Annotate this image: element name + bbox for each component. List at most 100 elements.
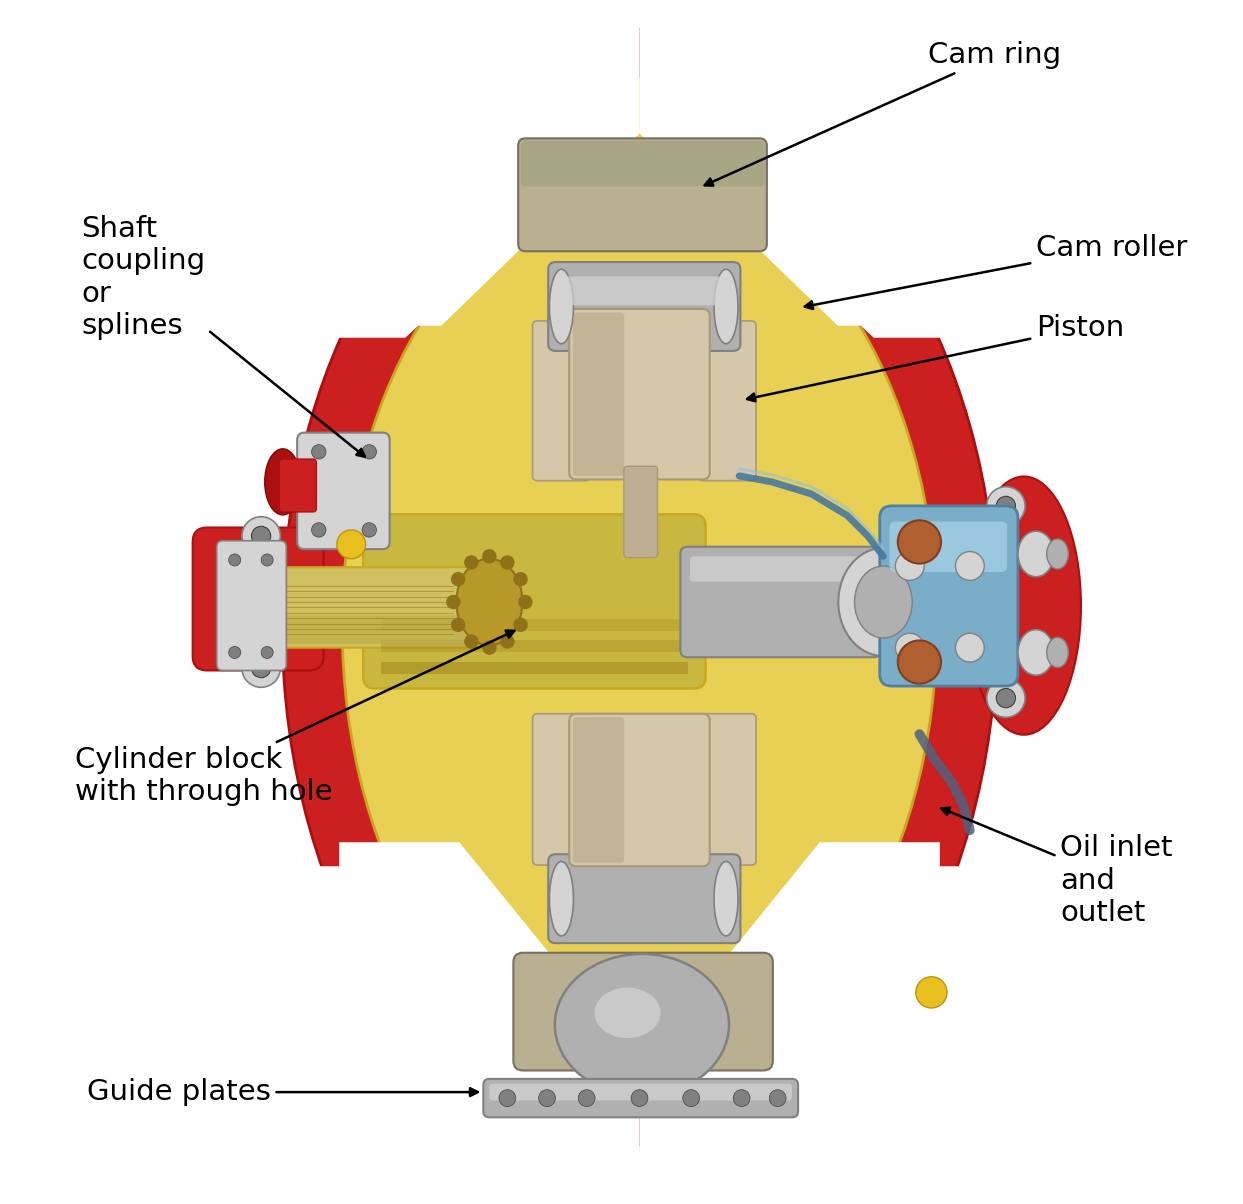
Circle shape (362, 523, 377, 537)
Polygon shape (321, 1, 639, 326)
Bar (382, 619, 687, 631)
Ellipse shape (967, 477, 1081, 734)
Circle shape (521, 144, 559, 183)
FancyBboxPatch shape (624, 466, 658, 557)
Circle shape (312, 444, 326, 459)
Polygon shape (285, 1, 639, 338)
FancyBboxPatch shape (501, 43, 783, 170)
FancyBboxPatch shape (680, 547, 881, 657)
Circle shape (498, 1090, 516, 1106)
FancyBboxPatch shape (548, 855, 741, 943)
FancyBboxPatch shape (518, 138, 767, 252)
Circle shape (956, 551, 984, 580)
Ellipse shape (515, 69, 541, 90)
Polygon shape (339, 843, 639, 1203)
Circle shape (251, 526, 271, 545)
Circle shape (464, 555, 479, 569)
Circle shape (987, 679, 1025, 718)
Ellipse shape (594, 987, 660, 1038)
FancyBboxPatch shape (532, 321, 590, 480)
Polygon shape (639, 1, 994, 338)
FancyBboxPatch shape (569, 309, 710, 479)
FancyBboxPatch shape (699, 714, 756, 864)
FancyBboxPatch shape (573, 313, 624, 476)
Circle shape (728, 1027, 767, 1066)
Circle shape (229, 554, 241, 566)
FancyBboxPatch shape (532, 714, 590, 864)
Circle shape (728, 144, 767, 183)
Ellipse shape (265, 449, 301, 515)
Ellipse shape (456, 559, 522, 645)
FancyBboxPatch shape (193, 527, 323, 671)
Circle shape (916, 976, 947, 1008)
Circle shape (229, 647, 241, 659)
FancyBboxPatch shape (280, 459, 317, 512)
Circle shape (997, 689, 1016, 708)
Ellipse shape (1047, 637, 1068, 667)
Circle shape (682, 1090, 700, 1106)
Circle shape (738, 1037, 757, 1056)
Circle shape (897, 641, 941, 684)
Text: Guide plates: Guide plates (87, 1078, 477, 1106)
FancyBboxPatch shape (558, 277, 731, 306)
Circle shape (997, 496, 1016, 515)
Circle shape (895, 551, 925, 580)
Circle shape (482, 549, 496, 563)
FancyBboxPatch shape (484, 1079, 798, 1117)
Circle shape (362, 444, 377, 459)
Circle shape (738, 154, 757, 173)
Circle shape (956, 633, 984, 662)
Ellipse shape (549, 862, 573, 936)
Circle shape (312, 523, 326, 537)
Circle shape (451, 572, 465, 586)
Circle shape (521, 1027, 559, 1066)
FancyBboxPatch shape (513, 952, 773, 1070)
Text: Oil inlet
and
outlet: Oil inlet and outlet (941, 808, 1172, 927)
FancyBboxPatch shape (216, 541, 286, 671)
Polygon shape (639, 1, 958, 326)
Text: Cam roller: Cam roller (804, 234, 1187, 309)
Ellipse shape (609, 29, 675, 71)
Bar (382, 641, 687, 653)
Circle shape (631, 1090, 648, 1106)
Circle shape (531, 1037, 549, 1056)
Polygon shape (285, 866, 639, 1203)
Text: Cam ring: Cam ring (705, 41, 1062, 185)
FancyBboxPatch shape (699, 321, 756, 480)
Circle shape (337, 530, 365, 559)
Circle shape (500, 555, 515, 569)
Circle shape (261, 554, 273, 566)
Circle shape (500, 635, 515, 649)
Ellipse shape (282, 100, 997, 1151)
Ellipse shape (854, 566, 912, 638)
FancyBboxPatch shape (224, 567, 496, 648)
Ellipse shape (1018, 531, 1054, 577)
FancyBboxPatch shape (690, 556, 871, 582)
Circle shape (513, 618, 528, 632)
FancyBboxPatch shape (297, 432, 389, 549)
Ellipse shape (342, 178, 937, 1074)
Circle shape (242, 517, 281, 555)
Circle shape (578, 1090, 595, 1106)
Circle shape (482, 641, 496, 655)
Circle shape (784, 153, 838, 206)
Circle shape (518, 595, 532, 609)
FancyBboxPatch shape (569, 714, 710, 866)
Text: Shaft
coupling
or
splines: Shaft coupling or splines (81, 216, 365, 456)
Ellipse shape (1047, 539, 1068, 569)
FancyBboxPatch shape (363, 514, 706, 689)
Circle shape (769, 1090, 786, 1106)
Polygon shape (639, 866, 994, 1203)
Text: Piston: Piston (747, 314, 1124, 401)
Ellipse shape (224, 577, 250, 639)
FancyBboxPatch shape (533, 78, 751, 167)
FancyBboxPatch shape (548, 262, 741, 350)
Circle shape (251, 659, 271, 678)
Circle shape (895, 633, 925, 662)
FancyBboxPatch shape (573, 718, 624, 862)
Circle shape (242, 649, 281, 687)
Circle shape (531, 154, 549, 173)
Circle shape (451, 618, 465, 632)
Circle shape (538, 1090, 556, 1106)
Ellipse shape (741, 69, 767, 90)
